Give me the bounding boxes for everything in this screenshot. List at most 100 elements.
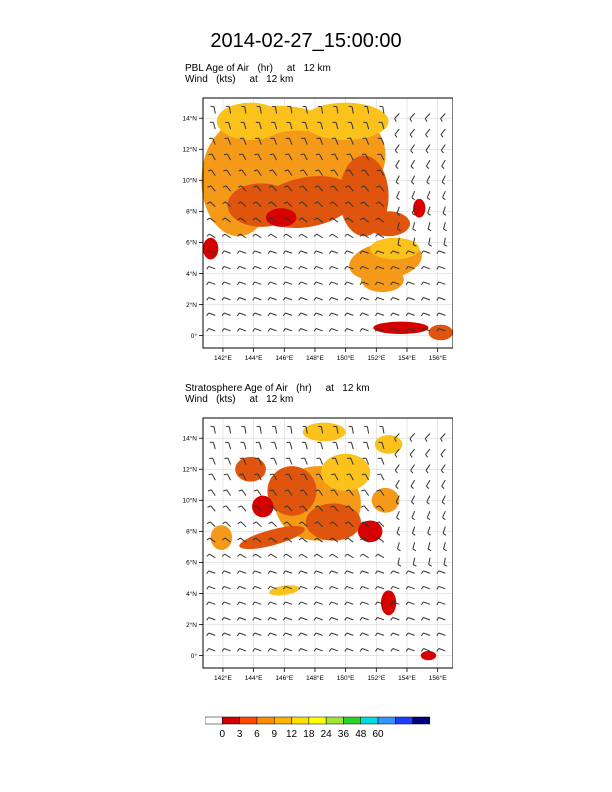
colorbar-label-6: 24 (321, 729, 333, 740)
colorbar-swatch-10 (377, 716, 396, 725)
panel-2-wind-barb-175 (374, 585, 385, 590)
panel-1-wind-barb-41 (236, 281, 247, 286)
panel-2-wind-barb-55 (252, 585, 262, 590)
panel-2-wind-barb-145 (344, 585, 354, 590)
panel-2-wind-barb-60 (271, 425, 278, 434)
panel-1-wind-barb-80 (284, 185, 293, 192)
panel-2-wind-barb-222 (420, 616, 431, 621)
panel-2-wind-barb-143 (344, 553, 354, 559)
panel-2-wind-barb-146 (344, 601, 354, 606)
panel-2-wind-barb-198 (410, 479, 416, 489)
panel-2-wind-barb-80 (284, 505, 293, 512)
panel-2-wind-barb-199 (411, 495, 416, 505)
panel-1-wind-barb-199 (411, 175, 416, 185)
panel-1-wind-barb-21 (222, 201, 231, 208)
panel-1-wind-barb-32 (239, 137, 247, 145)
panel-2-wind-barb-230 (442, 510, 446, 521)
panel-1-ytick-label-4: 6°N (186, 239, 197, 247)
panel-2-wind-barb-197 (410, 464, 416, 474)
colorbar-label-5: 18 (303, 729, 315, 740)
panel-1-wind-barb-109 (315, 169, 324, 176)
panel-1-wind-barb-156 (360, 201, 369, 208)
panel-2-wind-barb-29 (221, 648, 231, 652)
panel-1-wind-barb-49 (253, 169, 262, 176)
panel-1-wind-barb-137 (347, 137, 354, 145)
panel-1-wind-barb-143 (344, 233, 354, 239)
panel-1-wind-barb-239 (436, 328, 446, 332)
panel-1-wind-barb-140 (345, 185, 354, 192)
panel-1-frame (202, 97, 453, 349)
panel-1-wind-barb-87 (282, 296, 293, 301)
colorbar-swatch-2 (239, 716, 258, 725)
panel-1-wind-barb-152 (362, 137, 370, 145)
panel-1-wind-barb-225 (440, 113, 446, 122)
panel-1-wind-barb-66 (268, 201, 277, 208)
panel-1-wind-barb-60 (271, 105, 278, 114)
panel-2-wind-barb-134 (328, 648, 339, 652)
panel-1-wind-barb-72 (267, 296, 277, 301)
panel-2-wind-barb-43 (236, 632, 247, 637)
panel-1-wind-barb-52 (252, 217, 262, 223)
panel-2-wind-barb-226 (440, 448, 446, 458)
panel-1-region-11 (360, 267, 404, 293)
panel-2-wind-barb-215 (426, 510, 431, 521)
panel-1-wind-barb-224 (420, 328, 431, 332)
panel-1-wind-barb-6 (206, 201, 216, 208)
panel-1-wind-barb-212 (425, 144, 431, 154)
panel-1-wind-barb-103 (298, 312, 308, 317)
panel-2-wind-barb-74 (267, 648, 277, 652)
panel-2-wind-barb-153 (361, 473, 370, 481)
panel-2-wind-barb-189 (390, 570, 400, 575)
panel-1-wind-barb-116 (313, 281, 323, 286)
panel-2-wind-barb-35 (238, 505, 247, 512)
panel-2-wind-barb-9 (206, 570, 216, 575)
panel-1-wind-barb-160 (359, 265, 369, 270)
panel-1-region-10 (370, 237, 420, 260)
panel-1-map: 142°E 144°E 146°E 148°E 150°E 152°E 154°E 156°E… (183, 95, 453, 365)
panel-1-wind-barb-101 (298, 281, 308, 286)
panel-1-wind-barb-136 (347, 121, 354, 130)
panel-2-wind-barb-94 (299, 489, 308, 496)
panel-1-wind-barb-122 (331, 137, 339, 145)
panel-1-wind-barb-176 (374, 281, 385, 286)
colorbar-label-3: 9 (271, 729, 277, 740)
panel-2-wind-barb-30 (241, 425, 247, 434)
panel-2-wind-barb-184 (395, 495, 400, 505)
panel-2-wind-barb-97 (298, 537, 308, 543)
panel-1-wind-barb-197 (410, 144, 416, 154)
panel-2-wind-barb-56 (252, 601, 262, 606)
panel-2-wind-barb-20 (222, 505, 231, 512)
panel-2-wind-barb-227 (440, 464, 446, 474)
colorbar-swatch-3 (256, 716, 275, 725)
panel-1-wind-barb-76 (286, 121, 293, 130)
panel-2-wind-barb-45 (256, 425, 262, 434)
panel-2-wind-barb-192 (390, 616, 400, 621)
panel-1-wind-barb-104 (298, 328, 308, 332)
panel-1-wind-barb-222 (420, 296, 431, 301)
panel-1-wind-barb-47 (255, 137, 262, 145)
panel-1-subtitle: Wind (kts) at 12 km (185, 74, 294, 85)
panel-1-wind-barb-22 (221, 217, 231, 223)
panel-2-wind-barb-105 (317, 425, 324, 434)
panel-1-wind-barb-181 (394, 128, 400, 138)
colorbar-label-2: 6 (254, 729, 260, 740)
panel-2-wind-barb-6 (206, 521, 216, 528)
panel-2-ytick-label-7: 0° (191, 652, 198, 660)
panel-1-wind-barb-73 (267, 312, 277, 317)
panel-2-wind-barb-110 (314, 505, 324, 512)
colorbar-swatch-6 (308, 716, 327, 725)
panel-1-ytick-label-1: 12°N (183, 146, 197, 154)
panel-1-wind-barb-74 (267, 328, 277, 332)
panel-2-xtick-label-7: 156°E (429, 674, 447, 682)
panel-2-title: Stratosphere Age of Air (hr) at 12 km (185, 383, 370, 394)
panel-1-region-14 (367, 211, 411, 237)
colorbar-label-8: 48 (355, 729, 367, 740)
panel-1-wind-barb-185 (396, 190, 400, 201)
panel-1-wind-barb-141 (344, 201, 354, 208)
panel-2-wind-barb-34 (238, 489, 247, 496)
panel-1-wind-barb-63 (269, 153, 278, 161)
panel-2-wind-barb-211 (425, 448, 431, 458)
panel-2-wind-barb-98 (298, 553, 308, 559)
panel-1-wind-barb-97 (298, 217, 308, 223)
panel-1-wind-barb-95 (299, 185, 308, 192)
